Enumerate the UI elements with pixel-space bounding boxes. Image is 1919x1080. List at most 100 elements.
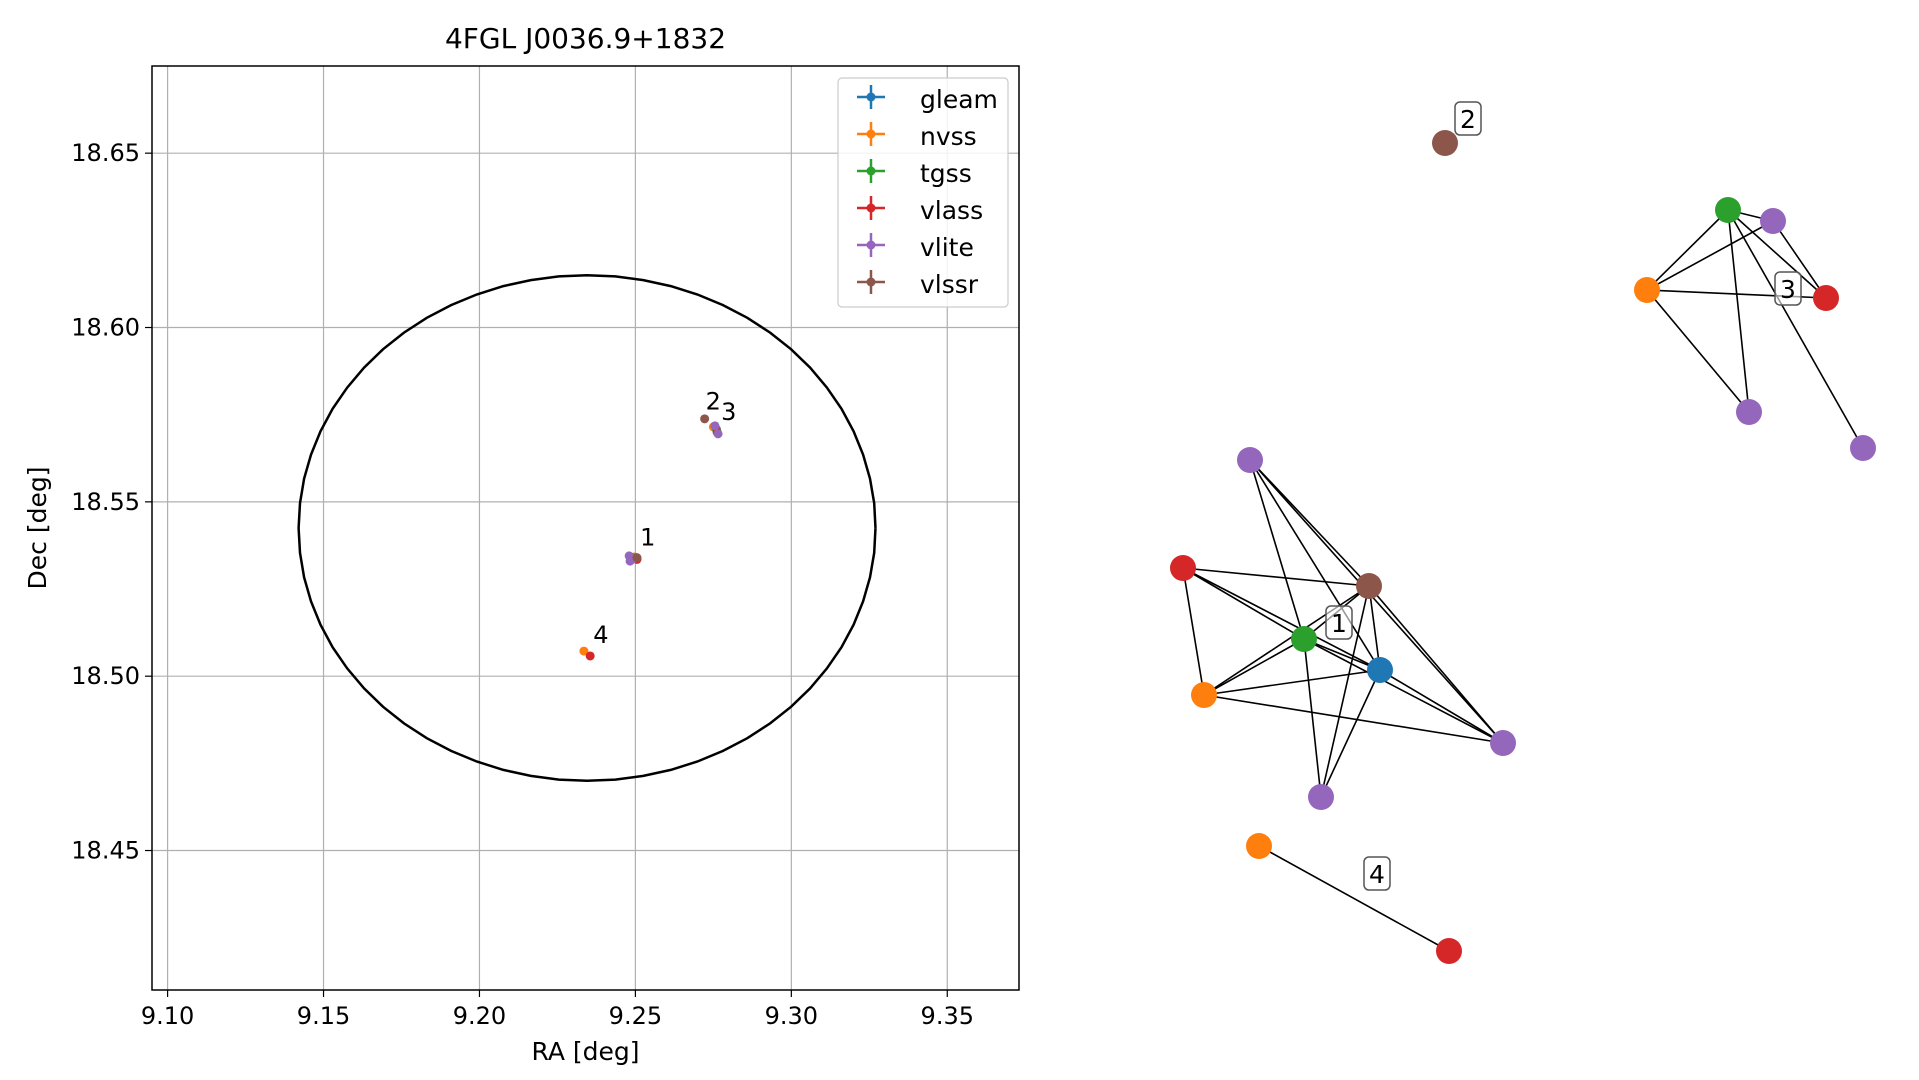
y-tick-label: 18.45 xyxy=(71,837,140,865)
graph-edge xyxy=(1303,638,1322,798)
annotation-label: 2 xyxy=(706,387,721,415)
graph-node-vlite xyxy=(1736,399,1762,425)
y-ticks: 18.45 18.50 18.55 18.60 18.65 xyxy=(71,139,152,865)
legend-label-nvss: nvss xyxy=(920,122,977,151)
legend-label-tgss: tgss xyxy=(920,159,972,188)
graph-edge xyxy=(1303,638,1504,744)
chart-title: 4FGL J0036.9+1832 xyxy=(445,22,726,55)
graph-nodes xyxy=(1170,130,1876,964)
point-vlite xyxy=(713,429,723,439)
point-vlite xyxy=(710,421,720,431)
x-axis-label: RA [deg] xyxy=(531,1037,639,1066)
annotation-label: 3 xyxy=(721,398,736,426)
graph-label-2: 2 xyxy=(1460,105,1476,134)
annotation-label: 1 xyxy=(640,523,655,551)
graph-edge xyxy=(1258,845,1450,952)
graph-labels: 1 2 3 4 xyxy=(1325,101,1802,891)
graph-edge xyxy=(1249,459,1305,640)
annotation-label: 4 xyxy=(593,621,608,649)
y-tick-label: 18.50 xyxy=(71,662,140,690)
graph-edge xyxy=(1727,209,1864,449)
network-panel: 1 2 3 4 xyxy=(1170,101,1876,964)
graph-node-vlass xyxy=(1436,938,1462,964)
graph-node-vlite xyxy=(1760,208,1786,234)
legend: gleam nvss tgss vlass vlite vlssr xyxy=(837,77,1009,308)
legend-label-vlite: vlite xyxy=(920,233,974,262)
graph-label-1: 1 xyxy=(1331,609,1347,638)
legend-label-vlssr: vlssr xyxy=(920,270,979,299)
graph-edge xyxy=(1303,638,1381,671)
graph-edge xyxy=(1203,585,1370,696)
x-tick-label: 9.35 xyxy=(921,1002,974,1030)
legend-marker-tgss xyxy=(857,159,885,183)
graph-node-tgss xyxy=(1715,197,1741,223)
graph-label-4: 4 xyxy=(1369,860,1385,889)
graph-label-box-4 xyxy=(1363,856,1391,891)
y-tick-label: 18.55 xyxy=(71,488,140,516)
graph-node-nvss xyxy=(1634,277,1660,303)
point-vlssr xyxy=(632,553,642,563)
annotations: 1 2 3 4 xyxy=(593,387,736,649)
legend-marker-nvss xyxy=(857,122,885,146)
y-tick-label: 18.65 xyxy=(71,139,140,167)
graph-edge xyxy=(1203,694,1504,744)
uncertainty-ellipse xyxy=(297,273,877,783)
graph-edge xyxy=(1182,567,1381,671)
graph-label-box-3 xyxy=(1774,271,1802,306)
data-points xyxy=(579,414,723,661)
graph-edges xyxy=(1182,209,1864,952)
graph-node-nvss xyxy=(1191,682,1217,708)
point-nvss xyxy=(579,646,589,656)
graph-node-vlssr xyxy=(1432,130,1458,156)
graph-node-vlssr xyxy=(1356,573,1382,599)
point-vlssr xyxy=(700,414,710,424)
graph-label-box-1 xyxy=(1325,605,1353,640)
graph-node-vlite xyxy=(1308,784,1334,810)
graph-label-box-2 xyxy=(1454,101,1482,136)
axes-frame xyxy=(151,65,1020,991)
point-vlass xyxy=(585,651,595,661)
graph-edge xyxy=(1379,669,1504,744)
graph-node-vlass xyxy=(1170,555,1196,581)
x-tick-label: 9.15 xyxy=(297,1002,350,1030)
graph-edge xyxy=(1368,585,1381,671)
legend-label-vlass: vlass xyxy=(920,196,983,225)
legend-marker-vlssr xyxy=(857,270,885,294)
graph-edge xyxy=(1249,459,1504,744)
graph-edge xyxy=(1646,289,1750,413)
y-tick-label: 18.60 xyxy=(71,314,140,342)
graph-node-gleam xyxy=(1367,657,1393,683)
y-axis-label: Dec [deg] xyxy=(23,467,52,590)
graph-node-vlite xyxy=(1490,730,1516,756)
graph-edge xyxy=(1182,567,1370,587)
graph-edge xyxy=(1203,669,1381,696)
legend-marker-vlite xyxy=(857,233,885,257)
legend-marker-gleam xyxy=(857,85,885,109)
graph-node-vlite xyxy=(1237,447,1263,473)
graph-edge xyxy=(1320,585,1370,798)
x-tick-label: 9.20 xyxy=(453,1002,506,1030)
graph-edge xyxy=(1182,567,1205,696)
graph-edge xyxy=(1727,209,1827,299)
scatter-panel: 1 2 3 4 9.10 9.15 9.20 9.25 9.30 9.35 18.45 18.50… xyxy=(23,22,1020,1066)
graph-edge xyxy=(1772,220,1827,299)
graph-node-tgss xyxy=(1291,626,1317,652)
graph-edge xyxy=(1182,567,1305,640)
x-tick-label: 9.25 xyxy=(609,1002,662,1030)
graph-edge xyxy=(1368,585,1504,744)
graph-node-vlass xyxy=(1813,285,1839,311)
x-tick-label: 9.10 xyxy=(141,1002,194,1030)
graph-edge xyxy=(1203,638,1305,696)
graph-edge xyxy=(1646,220,1774,291)
legend-label-gleam: gleam xyxy=(920,85,998,114)
graph-edge xyxy=(1320,669,1381,798)
graph-node-vlite xyxy=(1850,435,1876,461)
ellipse-outline xyxy=(297,273,877,783)
graph-edge xyxy=(1646,209,1729,291)
x-ticks: 9.10 9.15 9.20 9.25 9.30 9.35 xyxy=(141,990,974,1030)
legend-marker-vlass xyxy=(857,196,885,220)
graph-label-3: 3 xyxy=(1780,275,1796,304)
x-tick-label: 9.30 xyxy=(765,1002,818,1030)
graph-node-nvss xyxy=(1246,833,1272,859)
